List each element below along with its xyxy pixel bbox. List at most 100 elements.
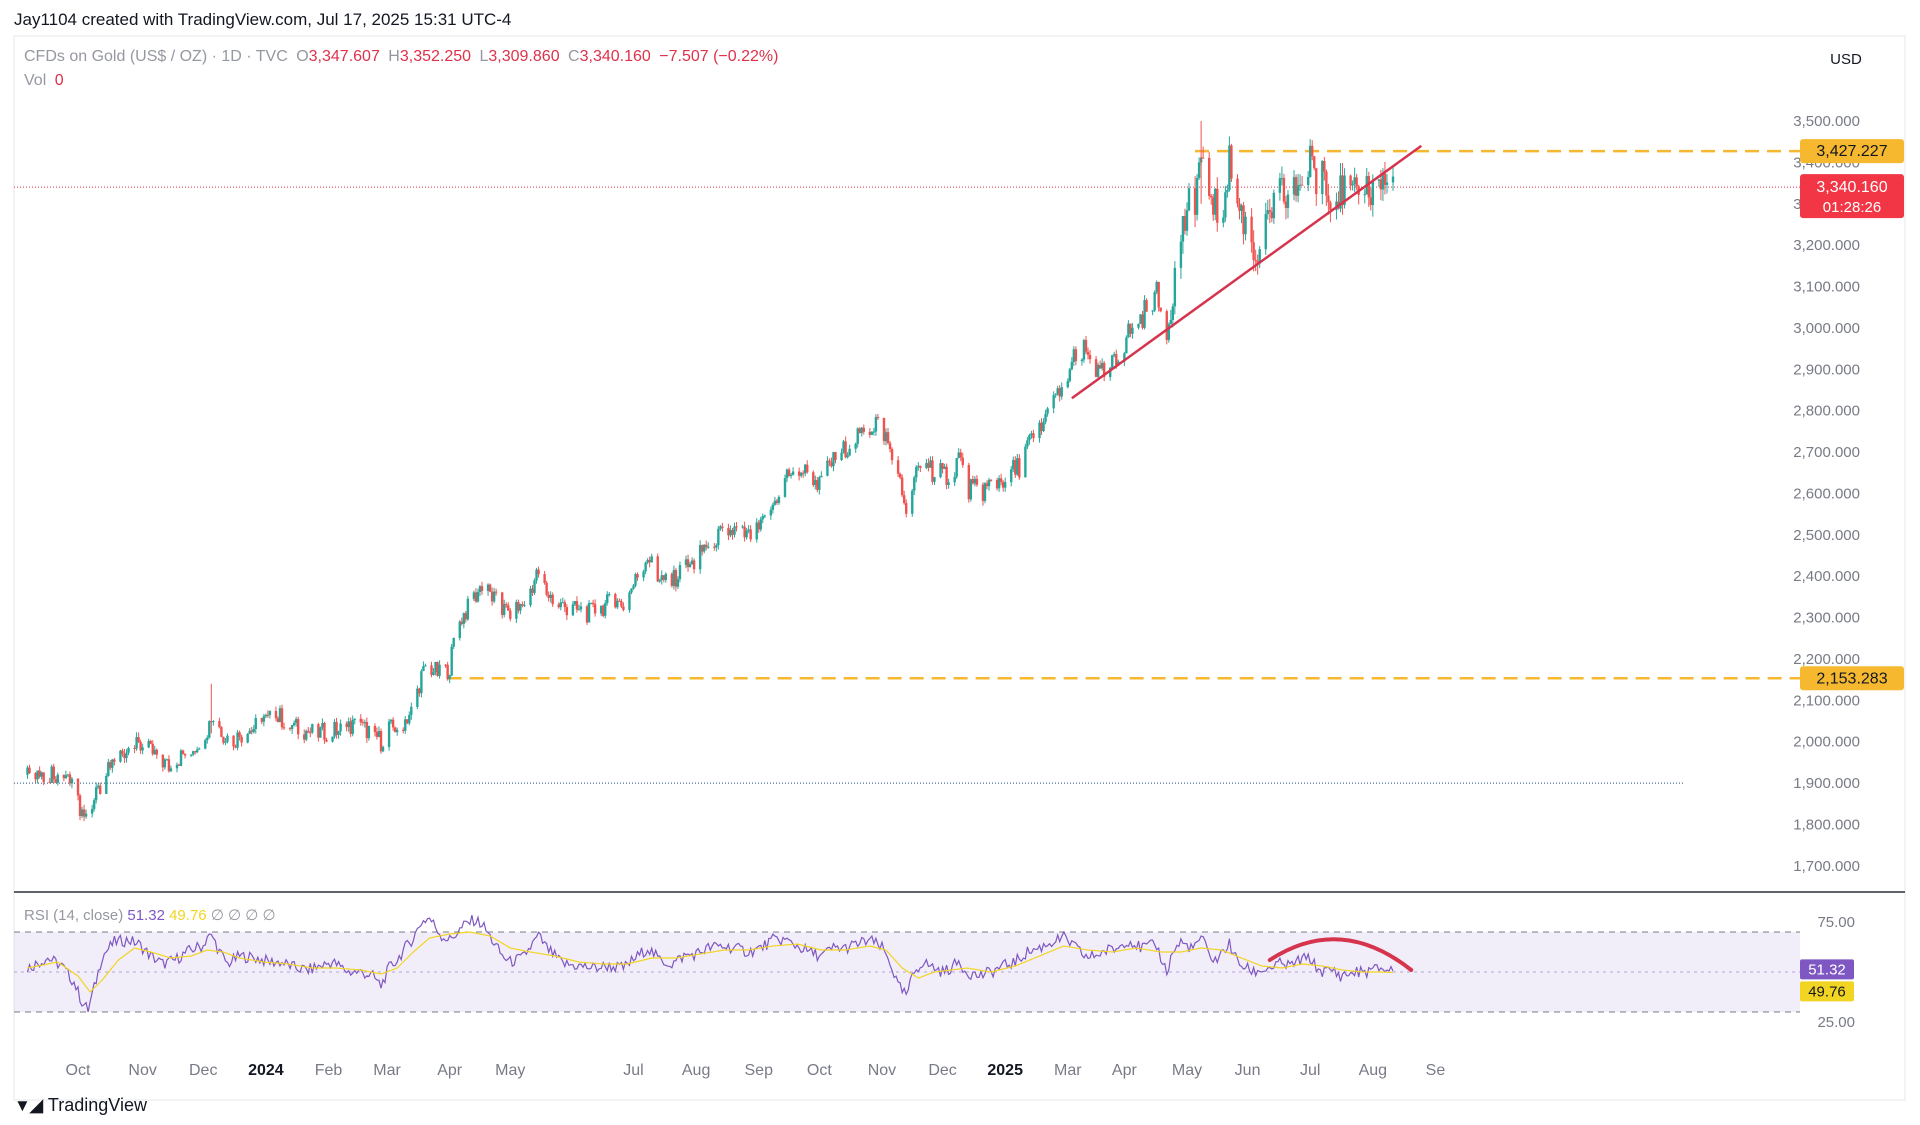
- candle: [305, 729, 308, 742]
- candle-body: [476, 591, 480, 602]
- candle-body: [1052, 395, 1055, 409]
- candle: [614, 592, 617, 609]
- candle: [1309, 139, 1312, 178]
- candle-body: [967, 464, 971, 500]
- candle-body: [947, 482, 950, 485]
- candle-body: [969, 479, 973, 500]
- candle-body: [1195, 177, 1199, 215]
- candle-body: [660, 575, 663, 581]
- candle: [1058, 385, 1061, 402]
- candle-body: [1111, 355, 1114, 368]
- candle: [290, 724, 294, 734]
- candle: [280, 704, 284, 730]
- candle: [707, 542, 710, 549]
- candle: [729, 525, 732, 538]
- candle-body: [183, 754, 187, 756]
- candle: [842, 439, 845, 454]
- candle-body: [1187, 188, 1191, 211]
- candle-body: [1292, 177, 1296, 195]
- candle: [460, 617, 463, 626]
- candle-body: [571, 604, 575, 616]
- candle-body: [282, 727, 286, 729]
- candle: [832, 451, 835, 472]
- candle-body: [1309, 145, 1312, 177]
- candle-body: [759, 519, 762, 530]
- candle: [212, 720, 215, 726]
- candle-body: [721, 526, 724, 528]
- close-value: 3,340.160: [579, 48, 651, 65]
- candle: [80, 806, 84, 819]
- candle-body: [741, 526, 744, 528]
- volume-value: 0: [54, 72, 64, 89]
- candle-body: [783, 478, 787, 497]
- candle-body: [1228, 145, 1231, 191]
- candle-body: [973, 478, 977, 484]
- price-axis-tick: 2,900.000: [1793, 361, 1860, 378]
- candle-body: [628, 592, 631, 611]
- candle: [812, 470, 815, 488]
- candle: [535, 567, 538, 584]
- candle-body: [929, 460, 932, 468]
- rsi-value-badge-bg: [1800, 959, 1854, 980]
- candle-body: [646, 559, 649, 563]
- candle-body: [1268, 210, 1271, 212]
- candle-body: [1131, 327, 1134, 334]
- candle: [195, 746, 199, 754]
- candle-body: [1256, 260, 1259, 264]
- candle-body: [1016, 458, 1019, 475]
- candle-body: [941, 463, 944, 470]
- candle-body: [898, 473, 902, 478]
- candle-body: [1355, 177, 1358, 187]
- time-axis-tick: Nov: [128, 1062, 156, 1079]
- candle: [858, 427, 861, 434]
- candle: [169, 765, 173, 773]
- candle-body: [957, 452, 960, 459]
- candle: [1086, 347, 1090, 360]
- candle: [799, 472, 803, 478]
- tradingview-brand[interactable]: ▼◢ TradingView: [14, 1095, 147, 1115]
- candle-body: [278, 708, 282, 723]
- candle: [406, 719, 409, 725]
- currency-button[interactable]: USD: [1806, 47, 1886, 71]
- candle-body: [248, 730, 251, 734]
- candle-body: [92, 800, 96, 809]
- candle: [464, 610, 468, 623]
- candle: [68, 771, 72, 787]
- rsi-ma-badge: 49.76: [1800, 981, 1854, 1002]
- candle: [1278, 172, 1282, 201]
- candle: [70, 776, 74, 789]
- candle: [997, 475, 1001, 492]
- price-axis-tick: 2,500.000: [1793, 527, 1860, 544]
- candle: [432, 668, 435, 676]
- candle-body: [462, 613, 466, 624]
- candle: [1270, 207, 1274, 223]
- candle-body: [1179, 241, 1183, 268]
- candle: [1321, 160, 1324, 205]
- candle-body: [1173, 267, 1177, 307]
- candle-body: [1230, 145, 1233, 179]
- candle-body: [955, 458, 958, 477]
- candle-body: [1153, 292, 1156, 311]
- candle-body: [672, 570, 676, 586]
- time-axis-tick: Apr: [1112, 1062, 1138, 1079]
- candle-body: [953, 476, 956, 483]
- candle-body: [288, 727, 292, 729]
- candle-body: [38, 770, 41, 777]
- candle: [585, 604, 589, 625]
- candle-body: [961, 457, 964, 465]
- candle-body: [1181, 216, 1185, 242]
- candle-body: [690, 560, 694, 565]
- candle-body: [335, 721, 338, 735]
- candle: [1298, 174, 1302, 191]
- candle-body: [981, 484, 985, 501]
- candle: [830, 457, 833, 468]
- candle-body: [193, 751, 197, 753]
- candle-body: [591, 602, 595, 605]
- candle-body: [452, 637, 455, 647]
- candle: [700, 544, 704, 556]
- candle-body: [82, 809, 86, 817]
- candle-body: [99, 785, 102, 794]
- candle-body: [777, 496, 781, 503]
- candle-body: [1137, 323, 1140, 328]
